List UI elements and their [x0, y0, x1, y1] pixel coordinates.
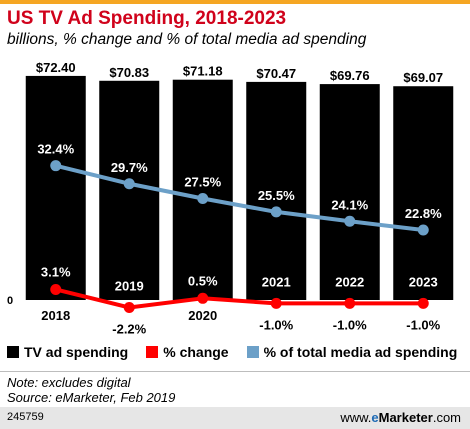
brand-logo[interactable]: www.eMarketer.com: [340, 410, 461, 425]
label-pct-change-2019: -2.2%: [112, 321, 146, 336]
footer: 245759 www.eMarketer.com: [0, 407, 470, 429]
legend-label-tv: TV ad spending: [24, 344, 129, 360]
label-pct-total-2020: 27.5%: [184, 175, 221, 190]
label-pct-total-2023: 22.8%: [405, 206, 442, 221]
bar-label-2020: $71.18: [183, 64, 223, 79]
brand-main: Marketer: [378, 410, 433, 425]
brand-suffix: .com: [432, 410, 461, 425]
label-pct-total-2021: 25.5%: [258, 188, 295, 203]
label-pct-change-2018: 3.1%: [41, 264, 71, 279]
category-label-2018: 2018: [41, 308, 70, 323]
line-pct-change: [55, 287, 424, 310]
bar-label-2018: $72.40: [36, 60, 76, 75]
category-label-2021: 2021: [262, 274, 291, 289]
category-label-2020: 2020: [188, 308, 217, 323]
label-pct-change-2020: 0.5%: [188, 273, 218, 288]
point-pct-change-2020: [197, 292, 209, 304]
bar-2023: [393, 86, 454, 300]
line-pct-total: [55, 163, 424, 232]
legend-swatch-change: [146, 346, 159, 358]
note: Note: excludes digital: [7, 375, 131, 390]
point-pct-total-2023: [417, 224, 429, 236]
chart-id: 245759: [7, 411, 44, 423]
legend-swatch-tv: [7, 346, 19, 358]
point-pct-total-2018: [50, 160, 62, 172]
bar-label-2022: $69.76: [330, 68, 370, 83]
legend-label-total: % of total media ad spending: [263, 344, 458, 360]
source: Source: eMarketer, Feb 2019: [7, 390, 176, 405]
brand-prefix: www.: [340, 410, 372, 425]
point-pct-change-2022: [344, 297, 356, 309]
point-pct-change-2018: [50, 283, 62, 295]
legend-swatch-total: [246, 346, 259, 358]
bar-label-2021: $70.47: [256, 66, 296, 81]
point-pct-total-2021: [270, 206, 282, 218]
point-pct-change-2021: [270, 297, 282, 309]
label-pct-total-2022: 24.1%: [331, 197, 368, 212]
label-pct-total-2018: 32.4%: [37, 142, 74, 157]
category-label-2023: 2023: [409, 274, 438, 289]
point-pct-total-2020: [197, 193, 209, 205]
label-pct-change-2021: -1.0%: [259, 317, 293, 332]
chart-area: $72.40 $70.83 $71.18 $70.47 $69.76 $69.07 0 32.…: [7, 60, 454, 336]
category-label-2022: 2022: [335, 274, 364, 289]
label-pct-change-2022: -1.0%: [333, 317, 367, 332]
point-pct-change-2019: [123, 301, 135, 313]
bar-2022: [319, 84, 380, 300]
category-label-2019: 2019: [115, 278, 144, 293]
label-pct-total-2019: 29.7%: [111, 160, 148, 175]
legend: TV ad spending % change % of total media…: [7, 344, 470, 360]
bar-2018: [25, 75, 86, 300]
label-pct-change-2023: -1.0%: [406, 317, 440, 332]
point-pct-total-2022: [344, 215, 356, 227]
divider: [0, 371, 470, 372]
bar-label-2023: $69.07: [403, 70, 443, 85]
legend-item-tv-ad-spending: TV ad spending: [7, 344, 128, 360]
legend-item-pct-total: % of total media ad spending: [246, 344, 458, 360]
bar-2020: [172, 79, 233, 300]
legend-label-change: % change: [163, 344, 229, 360]
brand-e: e: [371, 410, 379, 425]
point-pct-total-2019: [123, 178, 135, 190]
bar-2019: [99, 80, 160, 300]
bar-label-2019: $70.83: [109, 65, 149, 80]
chart-title: US TV Ad Spending, 2018-2023: [7, 8, 287, 29]
top-accent-bar: [0, 0, 470, 4]
zero-label: 0: [7, 295, 13, 307]
legend-item-pct-change: % change: [146, 344, 229, 360]
point-pct-change-2023: [417, 297, 429, 309]
chart-subtitle: billions, % change and % of total media …: [7, 31, 367, 48]
bar-2021: [246, 81, 307, 300]
